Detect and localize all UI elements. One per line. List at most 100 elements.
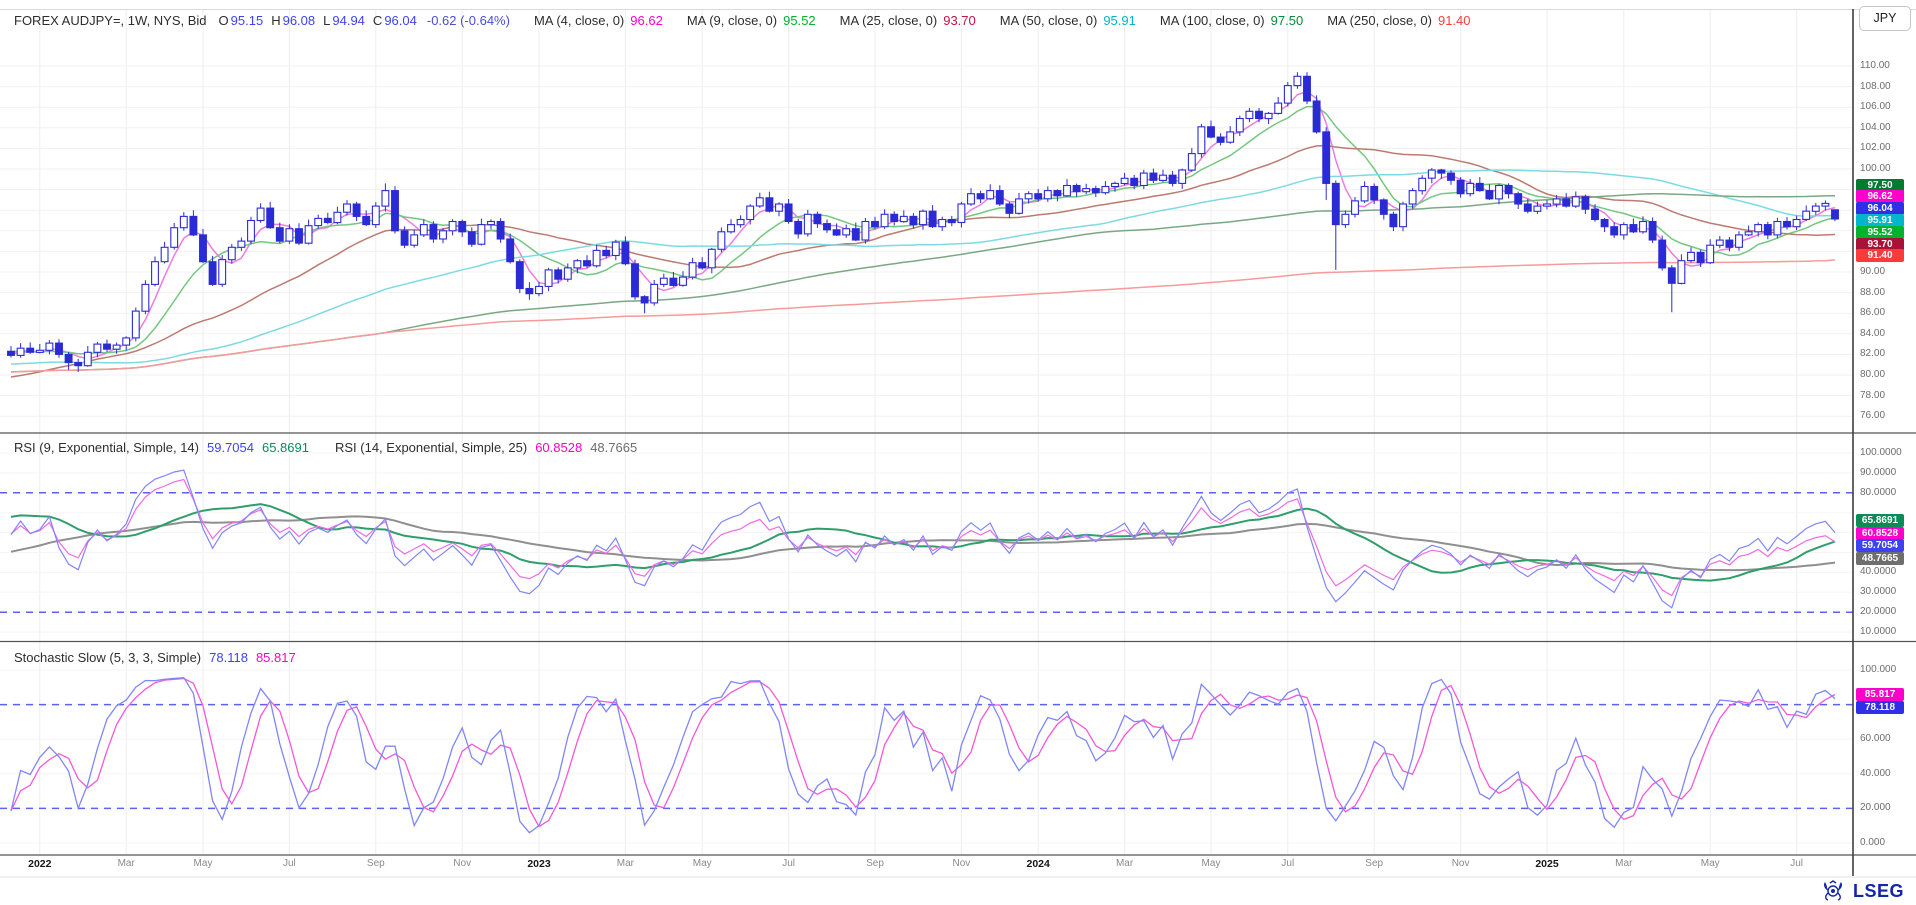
price-badge: 96.04 xyxy=(1856,202,1904,216)
time-axis-label: Nov xyxy=(453,858,472,869)
time-axis-label: Sep xyxy=(1365,858,1384,869)
legend-field: -0.62 (-0.64%) xyxy=(426,13,510,28)
rsi-axis-tick: 80.0000 xyxy=(1860,486,1897,498)
price-axis-tick: 108.00 xyxy=(1860,80,1891,92)
price-axis-tick: 104.00 xyxy=(1860,121,1891,133)
lseg-crest-icon xyxy=(1823,880,1842,901)
legend-field: H xyxy=(271,13,281,28)
price-axis-tick: 90.00 xyxy=(1860,266,1886,277)
time-axis-label: May xyxy=(1700,858,1720,869)
stoch-badge: 78.118 xyxy=(1856,701,1904,715)
time-axis-label: May xyxy=(193,858,213,869)
rsi-legend-field: 48.7665 xyxy=(590,440,638,455)
stoch-axis-tick: 100.000 xyxy=(1860,664,1897,675)
rsi-badge: 59.7054 xyxy=(1856,539,1904,553)
currency-axis-button[interactable]: JPY xyxy=(1859,6,1911,31)
time-axis-label: Mar xyxy=(117,858,135,869)
time-axis-label: Jul xyxy=(782,858,795,869)
rsi-legend-field: 59.7054 xyxy=(206,440,254,455)
rsi-axis-tick: 30.0000 xyxy=(1860,586,1897,598)
price-badge: 95.91 xyxy=(1856,213,1904,227)
legend-field: MA (25, close, 0) xyxy=(839,13,938,28)
stoch-legend-field: 78.118 xyxy=(209,650,248,665)
stoch-axis-tick: 60.000 xyxy=(1860,733,1891,745)
rsi-signal14-line xyxy=(10,503,1836,582)
time-axis-label: Nov xyxy=(1451,858,1470,869)
time-axis-label: 2022 xyxy=(28,858,52,870)
price-badge: 97.50 xyxy=(1856,178,1904,192)
time-axis-label: Sep xyxy=(866,858,884,869)
price-badge: 91.40 xyxy=(1856,249,1904,263)
legend-field: MA (4, close, 0) xyxy=(533,13,625,28)
time-axis-label: Sep xyxy=(366,858,385,869)
rsi9-line xyxy=(10,469,1836,609)
stoch-axis-tick: 40.000 xyxy=(1860,767,1891,779)
legend-field: MA (250, close, 0) xyxy=(1327,13,1432,28)
price-axis-tick: 82.00 xyxy=(1860,348,1886,360)
legend-field: MA (50, close, 0) xyxy=(999,13,1098,28)
legend-field: 95.15 xyxy=(230,13,264,28)
legend-field: L xyxy=(323,13,331,28)
legend-field: 94.94 xyxy=(332,13,365,28)
time-axis-label: Jul xyxy=(1281,858,1295,869)
rsi-legend-field: RSI (9, Exponential, Simple, 14) xyxy=(14,440,199,455)
legend-field: MA (100, close, 0) xyxy=(1159,13,1265,28)
stoch-legend-field: Stochastic Slow (5, 3, 3, Simple) xyxy=(14,650,202,665)
time-axis-label: May xyxy=(692,858,712,869)
rsi-axis-tick: 10.0000 xyxy=(1860,626,1897,638)
rsi-indicator-legend: RSI (9, Exponential, Simple, 14) 59.7054 6… xyxy=(14,440,637,455)
rsi-legend-field: 65.8691 xyxy=(261,440,309,455)
time-axis-label: Nov xyxy=(952,858,971,869)
rsi-badge: 65.8691 xyxy=(1856,514,1904,528)
price-axis-tick: 76.00 xyxy=(1860,410,1886,422)
time-axis-label: May xyxy=(1201,858,1221,869)
time-axis-label: Mar xyxy=(1115,858,1134,869)
rsi-axis-tick: 90.0000 xyxy=(1860,466,1897,478)
rsi-badge: 48.7665 xyxy=(1856,551,1904,565)
legend-field: FOREX AUDJPY=, 1W, NYS, Bid xyxy=(14,13,207,28)
price-badge: 95.52 xyxy=(1856,225,1904,239)
price-axis-tick: 88.00 xyxy=(1860,286,1886,298)
rsi-legend-field: 60.8528 xyxy=(535,440,583,455)
ma50-line xyxy=(10,169,1836,365)
ma25-line xyxy=(10,144,1836,378)
stoch-legend-field: 85.817 xyxy=(255,650,296,665)
candlestick-series xyxy=(7,72,1839,372)
time-axis-label: 2024 xyxy=(1026,858,1050,870)
chart-legend: FOREX AUDJPY=, 1W, NYS, Bid O 95.15 H 96.08 L… xyxy=(14,13,1471,28)
rsi-axis-tick: 20.0000 xyxy=(1860,606,1897,618)
header-divider xyxy=(0,9,1916,10)
price-axis-tick: 110.00 xyxy=(1860,60,1890,71)
rsi-badge: 60.8528 xyxy=(1856,526,1904,540)
rsi-axis-tick: 100.0000 xyxy=(1860,447,1902,458)
price-badge: 96.62 xyxy=(1856,190,1904,204)
price-axis-tick: 86.00 xyxy=(1860,307,1886,319)
legend-field: O xyxy=(218,13,229,28)
rsi14-line xyxy=(10,478,1836,597)
time-axis-label: 2023 xyxy=(527,858,551,870)
ma250-line xyxy=(10,259,1836,373)
legend-field: 91.40 xyxy=(1437,13,1471,28)
time-axis-label: Jul xyxy=(1790,858,1803,869)
rsi-legend-field: RSI (14, Exponential, Simple, 25) xyxy=(334,440,528,455)
legend-field: 96.62 xyxy=(630,13,663,28)
price-badge: 93.70 xyxy=(1856,237,1904,251)
time-axis-label: 2025 xyxy=(1535,858,1559,870)
rsi-axis-tick: 40.0000 xyxy=(1860,566,1897,578)
legend-field: MA (9, close, 0) xyxy=(686,13,778,28)
stoch-axis-tick: 0.000 xyxy=(1860,837,1886,848)
time-axis-label: Jul xyxy=(282,858,296,869)
price-axis-tick: 84.00 xyxy=(1860,327,1886,339)
price-axis-tick: 80.00 xyxy=(1860,369,1886,380)
price-axis-tick: 106.00 xyxy=(1860,101,1891,113)
time-axis-label: Mar xyxy=(616,858,635,869)
legend-field: 95.91 xyxy=(1103,13,1136,28)
stochastic-indicator-legend: Stochastic Slow (5, 3, 3, Simple) 78.118 8… xyxy=(14,650,296,665)
legend-field: 97.50 xyxy=(1270,13,1304,28)
stoch-badge: 85.817 xyxy=(1856,688,1904,701)
stochastic-k-line xyxy=(10,677,1836,834)
lseg-logo-text: LSEG xyxy=(1852,880,1904,901)
stoch-axis-tick: 20.000 xyxy=(1860,802,1891,814)
